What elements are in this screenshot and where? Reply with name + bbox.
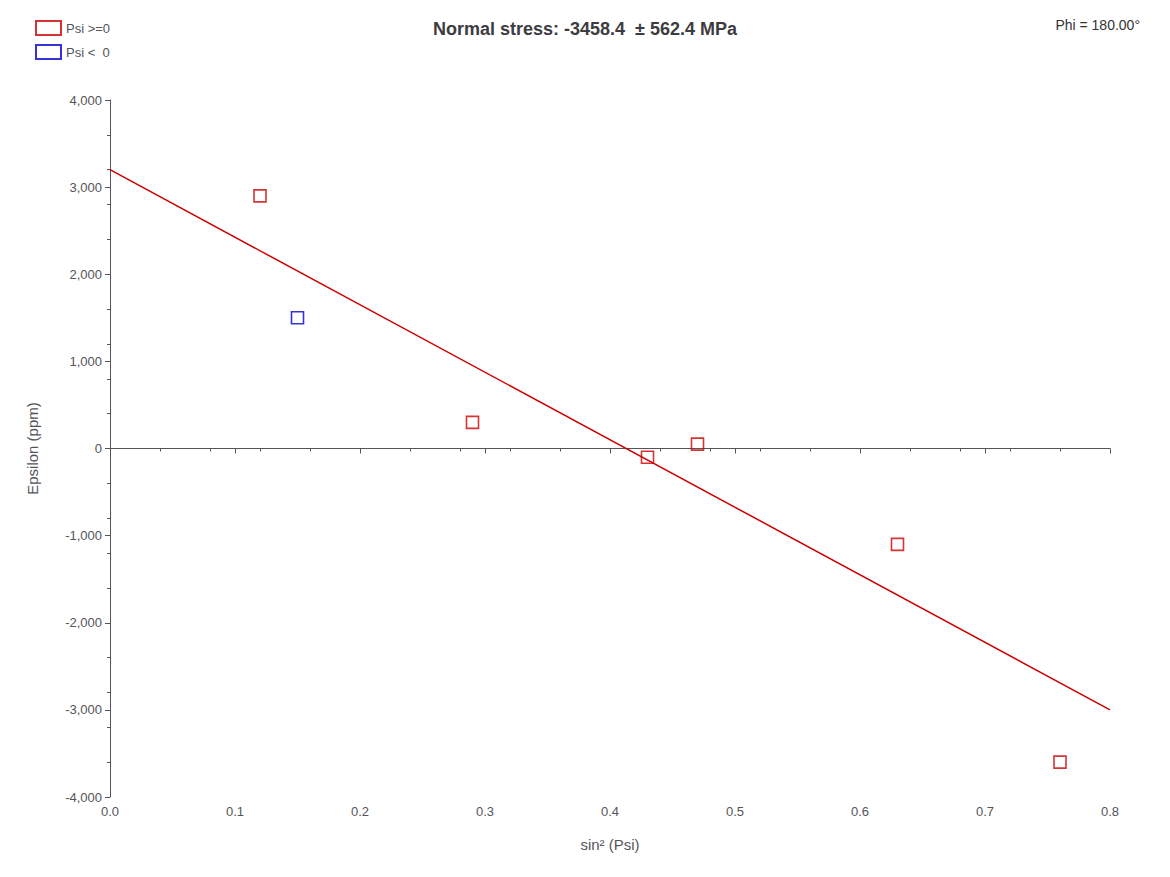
svg-text:Normal stress: -3458.4 ± 562.: Normal stress: -3458.4 ± 562.4 MPa bbox=[433, 19, 738, 39]
svg-text:Phi = 180.00°: Phi = 180.00° bbox=[1055, 17, 1140, 33]
svg-text:0.4: 0.4 bbox=[601, 804, 619, 819]
svg-text:-2,000: -2,000 bbox=[65, 615, 102, 630]
svg-text:0.1: 0.1 bbox=[226, 804, 244, 819]
svg-text:Psi < 0: Psi < 0 bbox=[66, 45, 110, 60]
svg-text:-3,000: -3,000 bbox=[65, 702, 102, 717]
svg-text:Epsilon (ppm): Epsilon (ppm) bbox=[24, 402, 41, 495]
svg-text:sin² (Psi): sin² (Psi) bbox=[580, 836, 639, 853]
svg-text:0: 0 bbox=[95, 441, 102, 456]
svg-text:3,000: 3,000 bbox=[69, 180, 102, 195]
svg-text:-4,000: -4,000 bbox=[65, 790, 102, 805]
svg-text:0.3: 0.3 bbox=[476, 804, 494, 819]
svg-text:0.6: 0.6 bbox=[851, 804, 869, 819]
svg-text:2,000: 2,000 bbox=[69, 267, 102, 282]
svg-text:0.0: 0.0 bbox=[101, 804, 119, 819]
svg-text:4,000: 4,000 bbox=[69, 93, 102, 108]
svg-text:0.2: 0.2 bbox=[351, 804, 369, 819]
svg-text:-1,000: -1,000 bbox=[65, 528, 102, 543]
svg-text:0.7: 0.7 bbox=[976, 804, 994, 819]
svg-text:0.5: 0.5 bbox=[726, 804, 744, 819]
svg-text:Psi >=0: Psi >=0 bbox=[66, 21, 110, 36]
svg-text:1,000: 1,000 bbox=[69, 354, 102, 369]
svg-text:0.8: 0.8 bbox=[1101, 804, 1119, 819]
